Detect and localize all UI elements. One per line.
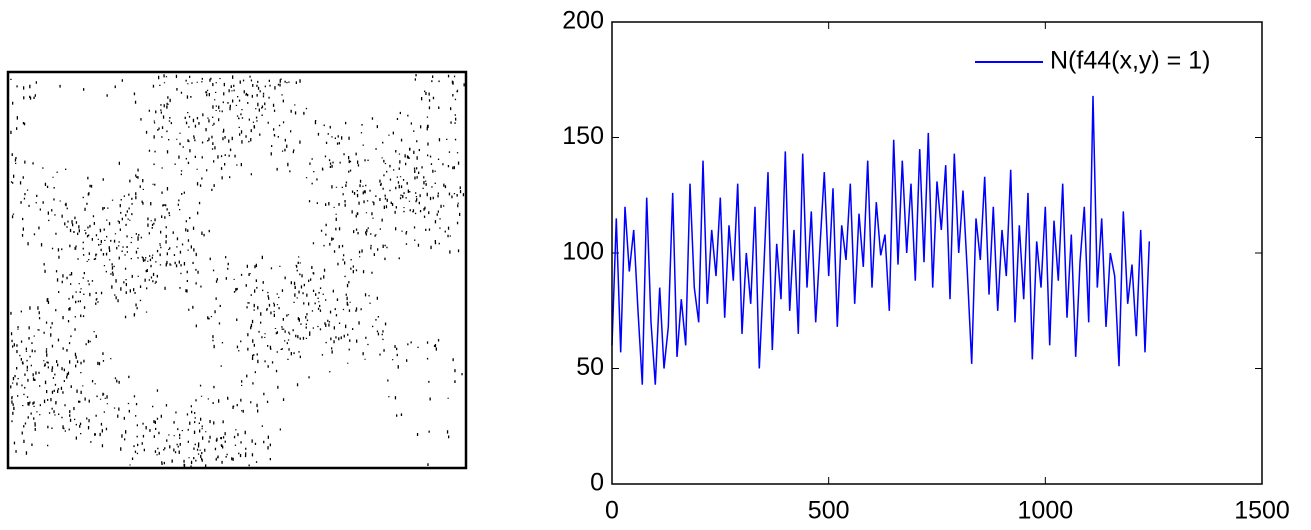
line-series bbox=[611, 95, 1151, 385]
x-tick-label: 500 bbox=[808, 497, 850, 525]
x-tick-label: 0 bbox=[605, 497, 619, 525]
legend-label: N(f44(x,y) = 1) bbox=[1050, 47, 1210, 75]
line-chart: 0 50 100 150 200 0 500 1000 1500 N(f44(x,y) = 1) bbox=[562, 7, 1290, 525]
binary-image-frame bbox=[6, 70, 468, 470]
x-tick-label: 1500 bbox=[1234, 497, 1290, 525]
y-tick-label: 100 bbox=[562, 238, 604, 266]
x-tick-label: 1000 bbox=[1018, 497, 1074, 525]
y-tick-label: 50 bbox=[576, 353, 604, 381]
y-tick-label: 150 bbox=[562, 122, 604, 150]
y-tick-label: 0 bbox=[590, 469, 604, 497]
y-tick-label: 200 bbox=[562, 7, 604, 35]
plot-frame bbox=[611, 21, 1263, 485]
